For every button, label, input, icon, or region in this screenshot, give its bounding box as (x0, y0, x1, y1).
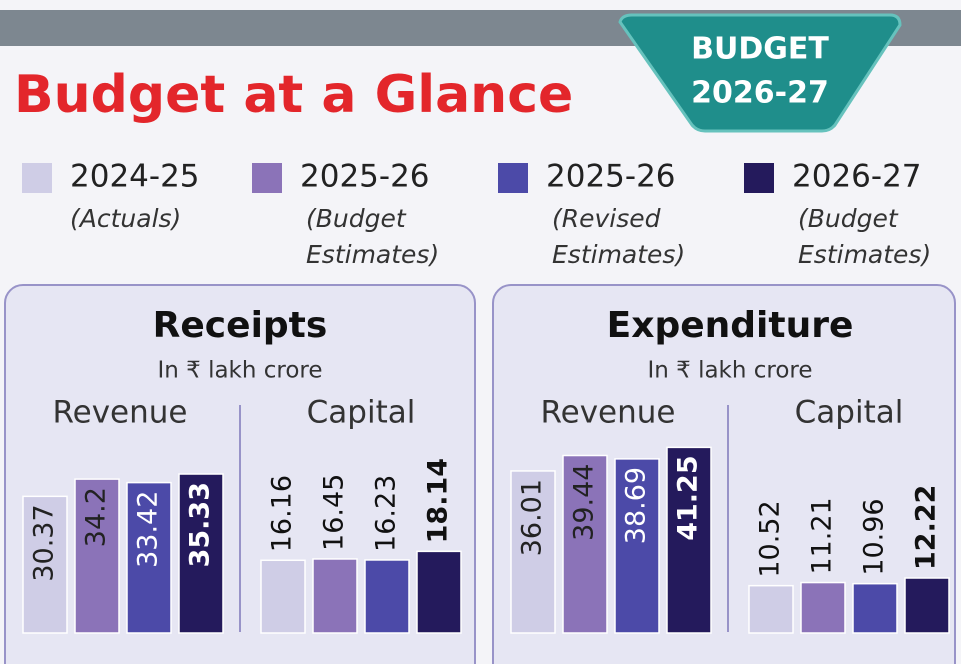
group-label: Revenue (540, 395, 675, 431)
value-label: 39.44 (569, 464, 600, 541)
value-label: 16.23 (371, 475, 402, 552)
legend-swatch (252, 163, 282, 193)
value-label: 18.14 (423, 458, 454, 543)
bar (22, 495, 68, 634)
legend-label: 2025-26 (546, 159, 676, 195)
legend-label: 2024-25 (70, 159, 200, 195)
bar (666, 446, 712, 634)
group-label: Capital (307, 395, 416, 431)
legend-swatch (22, 163, 52, 193)
bar (510, 470, 556, 634)
panel-title: Expenditure (607, 305, 854, 346)
value-label: 11.21 (807, 497, 838, 574)
value-label: 12.22 (911, 485, 942, 570)
bar (260, 559, 306, 634)
bar (852, 582, 898, 634)
bar (364, 559, 410, 634)
value-label: 41.25 (673, 455, 704, 540)
value-label: 30.37 (29, 504, 60, 581)
value-label: 38.69 (621, 467, 652, 544)
value-label: 16.16 (267, 475, 298, 552)
value-label: 33.42 (133, 491, 164, 568)
bar (178, 473, 224, 634)
page-title: Budget at a Glance (14, 65, 573, 125)
bar (126, 481, 172, 634)
group-label: Capital (795, 395, 904, 431)
legend-swatch (498, 163, 528, 193)
bar (748, 584, 794, 634)
legend-note: (Actuals) (70, 204, 181, 233)
bar (562, 454, 608, 634)
panel-subtitle: In ₹ lakh crore (157, 358, 322, 384)
legend-label: 2025-26 (300, 159, 430, 195)
bar (312, 558, 358, 634)
panel (492, 284, 956, 664)
bar (904, 577, 950, 634)
bar (74, 478, 120, 634)
badge-line: BUDGET (691, 32, 829, 67)
value-label: 35.33 (185, 482, 216, 567)
bar (416, 550, 462, 634)
legend-label: 2026-27 (792, 159, 922, 195)
group-label: Revenue (52, 395, 187, 431)
legend-note: (Budget (306, 204, 407, 233)
legend-note: Estimates) (552, 240, 685, 269)
bar (800, 581, 846, 634)
value-label: 10.96 (859, 498, 890, 575)
panel-title: Receipts (153, 305, 328, 346)
panel-subtitle: In ₹ lakh crore (647, 358, 812, 384)
badge-line: 2026-27 (691, 76, 829, 111)
value-label: 34.2 (81, 487, 112, 547)
value-label: 10.52 (755, 500, 786, 577)
legend-note: Estimates) (306, 240, 439, 269)
value-label: 16.45 (319, 474, 350, 551)
legend-note: (Budget (798, 204, 899, 233)
legend-note: Estimates) (798, 240, 931, 269)
legend-swatch (744, 163, 774, 193)
badge (618, 13, 902, 133)
bar (614, 458, 660, 634)
legend-note: (Revised (552, 204, 661, 233)
value-label: 36.01 (517, 479, 548, 556)
